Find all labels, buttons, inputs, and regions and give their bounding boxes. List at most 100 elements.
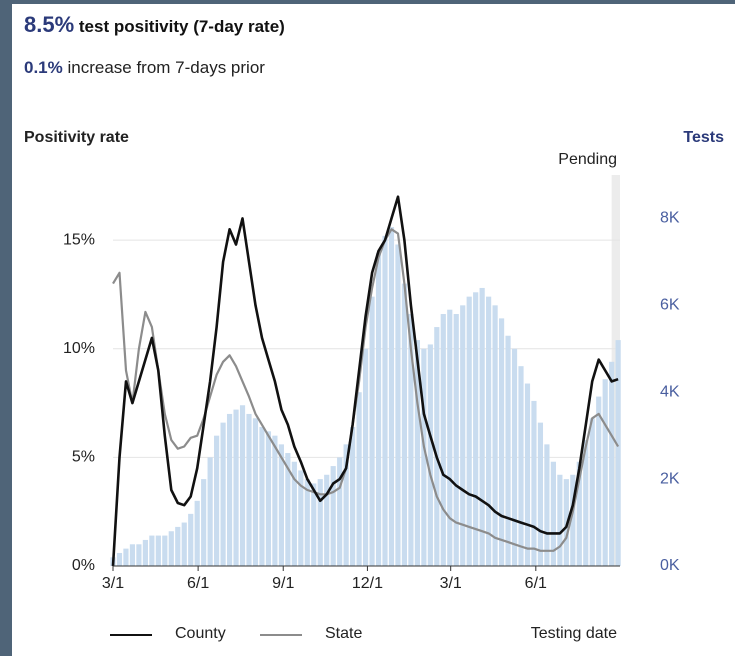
pending-label: Pending [558,151,617,168]
test-bar [531,400,537,566]
test-bar [615,340,621,566]
test-bar [492,305,498,566]
test-bar [388,227,395,566]
test-bar [246,413,252,566]
test-bar [155,535,161,566]
test-bar [544,444,550,566]
test-bar [201,479,207,566]
test-bar [421,348,427,566]
test-bar [278,444,284,566]
test-bar [583,440,589,566]
y2-tick-label: 2K [660,470,680,487]
change-text: increase from 7-days prior [67,58,265,77]
y2-tick-label: 0K [660,557,680,574]
y-tick-label: 15% [63,231,95,248]
test-bar [129,544,136,566]
test-bar [168,531,174,566]
test-bar [602,379,608,566]
test-bar [453,314,459,566]
test-bar [427,344,433,566]
test-bar [162,535,168,566]
test-bar [226,413,233,566]
test-bar [311,483,317,566]
headline-title: test positivity (7-day rate) [78,17,285,36]
x-tick-label: 3/1 [102,575,124,592]
test-bar [350,426,356,566]
legend-label: State [325,625,362,642]
subhead: 0.1% increase from 7-days prior [24,58,265,78]
test-bar [343,444,349,566]
test-bar [252,418,259,566]
test-bar [570,474,576,566]
test-bar [207,457,213,566]
test-bar [220,422,226,566]
test-bar [142,539,148,566]
test-bar [304,479,310,566]
y-tick-label: 10% [63,340,95,357]
test-bar [511,348,518,566]
x-tick-label: 9/1 [272,575,294,592]
test-bar [434,327,440,566]
y-tick-label: 0% [72,557,95,574]
test-bar [609,361,615,566]
x-tick-label: 6/1 [525,575,547,592]
test-bar [596,396,602,566]
test-bar [505,335,511,566]
test-bar [447,309,453,566]
x-tick-label: 6/1 [187,575,209,592]
test-bar [466,296,472,566]
test-bar [175,526,181,566]
test-bar [589,418,595,566]
test-bar [414,340,420,566]
test-bar [375,253,382,566]
test-bar [330,466,336,566]
test-bar [291,461,297,566]
test-bar [486,296,492,566]
test-bar [369,296,375,566]
test-bar [440,314,446,566]
test-bar [382,235,388,567]
test-bar [498,318,505,566]
y2-axis-title: Tests [683,129,724,146]
y2-tick-label: 6K [660,297,680,314]
test-bar [479,287,485,566]
x-tick-label: 3/1 [440,575,462,592]
test-bar [285,453,291,566]
y2-tick-label: 8K [660,210,680,227]
test-bar [537,422,544,566]
test-bar [136,544,142,566]
test-bar [362,348,369,566]
test-bar [524,383,531,566]
test-bar [337,457,343,566]
test-bar [317,479,323,566]
test-bar [550,461,556,566]
y2-tick-label: 4K [660,383,680,400]
change-value: 0.1% [24,58,63,77]
legend-label: County [175,625,226,642]
test-bar [460,305,466,566]
test-bar [214,435,220,566]
test-bar [576,461,582,566]
test-bar [239,405,246,566]
test-bar [123,548,129,566]
test-bar [272,435,278,566]
x-tick-label: 12/1 [352,575,383,592]
test-bar [181,522,187,566]
y-tick-label: 5% [72,449,95,466]
test-bar [298,470,304,566]
test-bar [265,431,272,566]
headline: 8.5% test positivity (7-day rate) [24,12,285,38]
y-axis-title: Positivity rate [24,129,129,146]
test-bar [408,314,414,566]
test-bar [188,513,194,566]
test-bar [259,426,265,566]
test-bar [395,244,401,566]
series-line [111,195,619,567]
test-bar [233,409,239,566]
test-bar [194,500,200,566]
test-bar [401,283,408,566]
test-bar [473,292,479,566]
headline-value: 8.5% [24,12,75,37]
